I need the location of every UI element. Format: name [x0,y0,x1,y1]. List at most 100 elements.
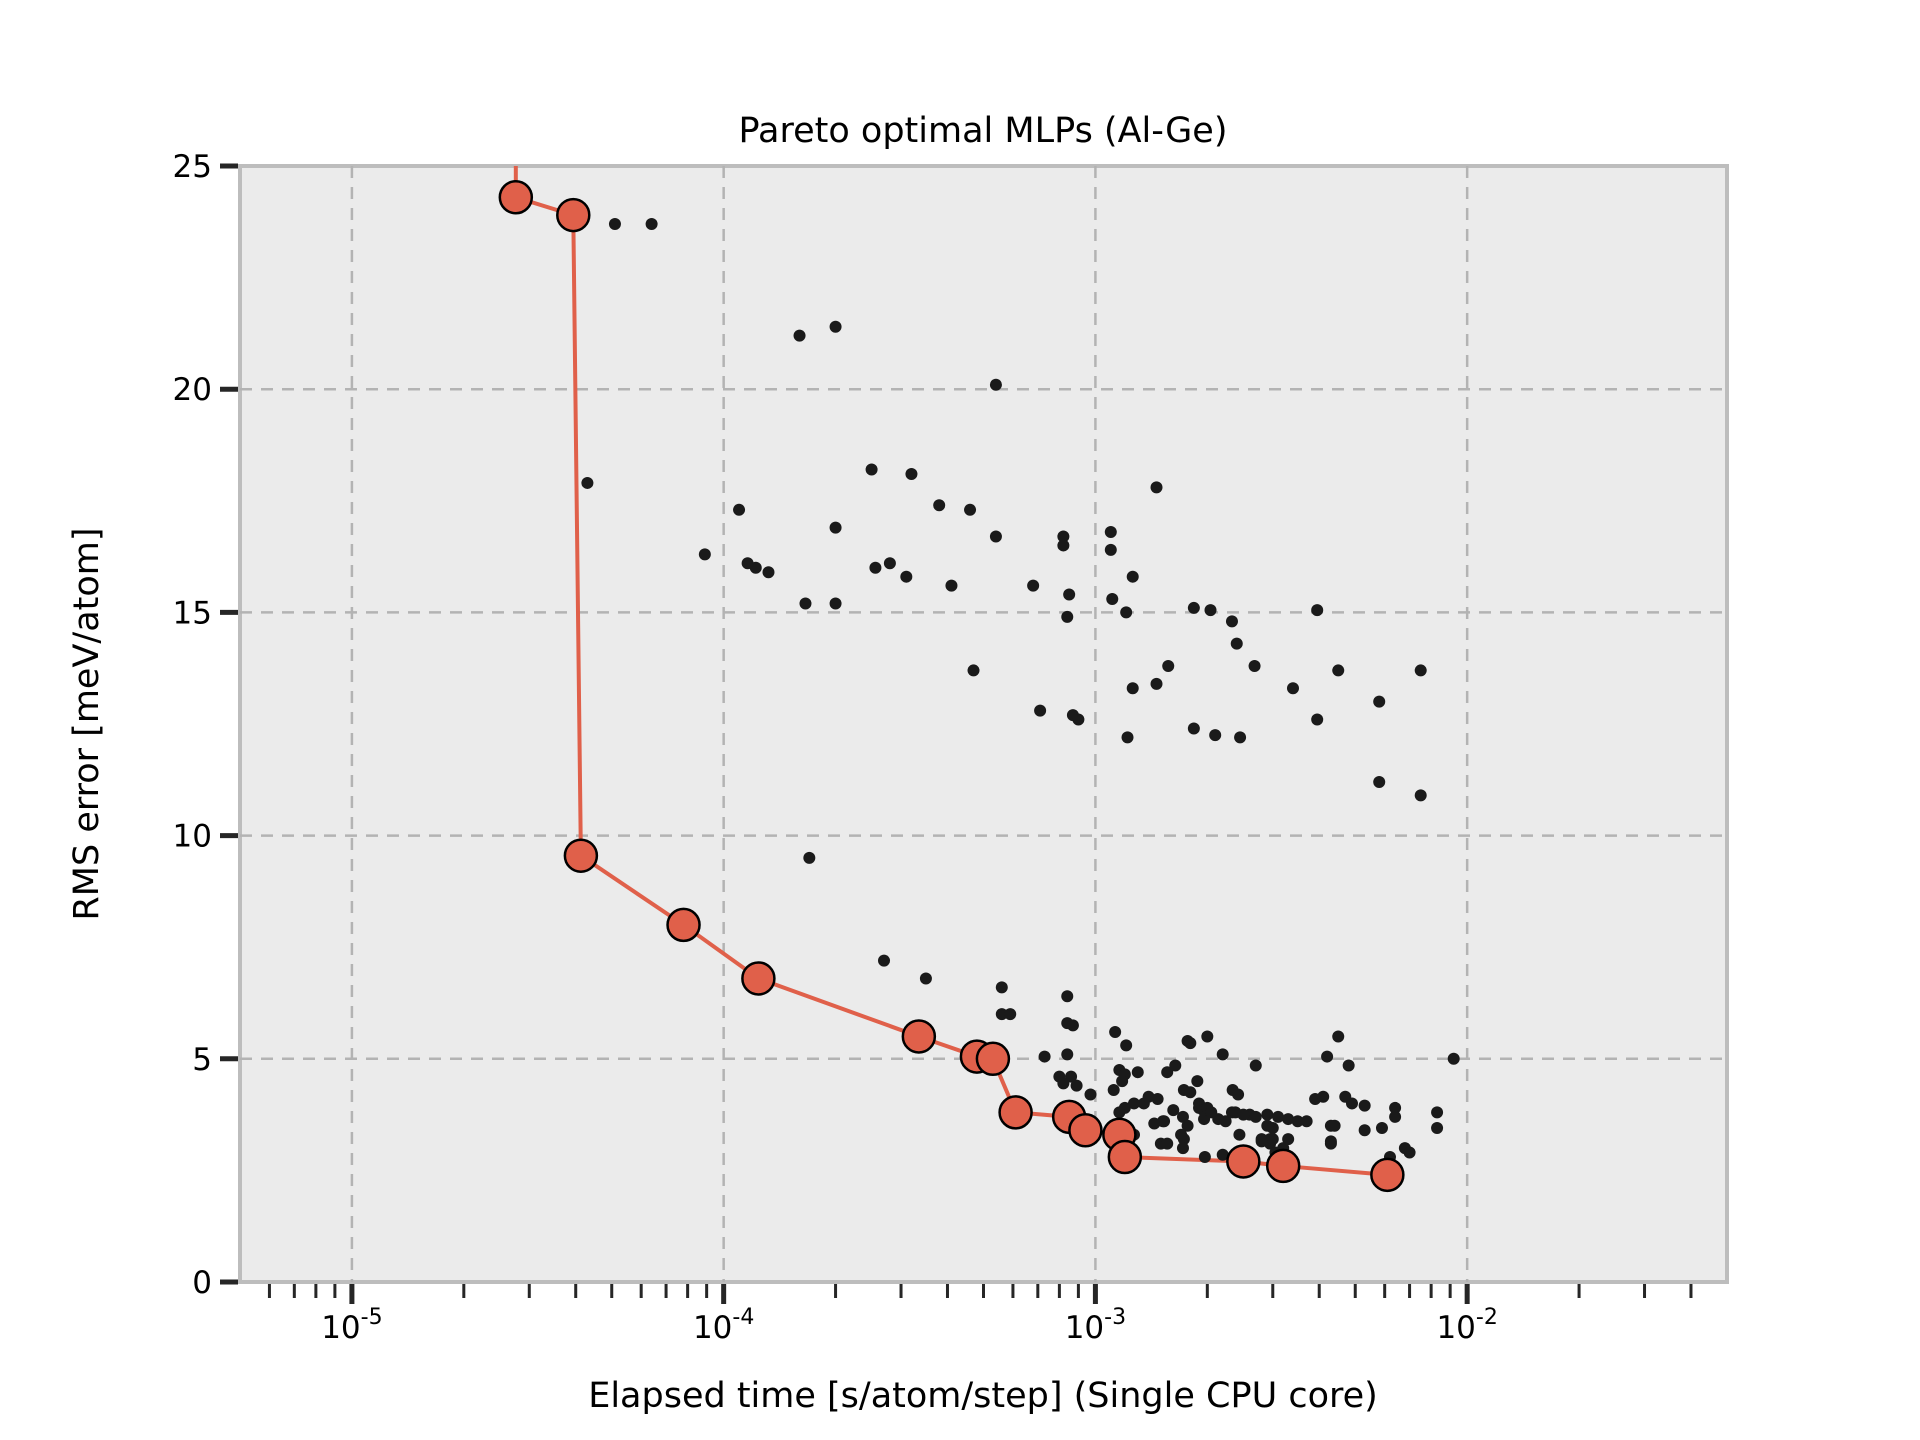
scatter-point [995,981,1008,994]
scatter-point [1373,776,1386,789]
scatter-point [1187,601,1200,614]
scatter-point [1034,704,1047,717]
scatter-point [1191,1075,1204,1088]
scatter-point [1345,1097,1358,1110]
grid-layer [240,166,1727,1282]
scatter-point [698,548,711,561]
scatter-point [1291,1115,1304,1128]
scatter-point [1169,1059,1182,1072]
pareto-marker [498,179,534,215]
scatter-point [1311,604,1324,617]
scatter-point [967,664,980,677]
scatter-point [581,476,594,489]
scatter-point [945,579,958,592]
scatter-point [1300,1115,1313,1128]
scatter-point [1249,1059,1262,1072]
scatter-point [1063,588,1076,601]
pareto-marker [666,907,701,943]
scatter-point [1373,695,1386,708]
plot-area [238,164,1729,1284]
scatter-point [1342,1059,1355,1072]
scatter-point [1311,713,1324,726]
y-tick-label: 25 [173,149,212,185]
scatter-point [1266,1121,1279,1134]
x-axis-label: Elapsed time [s/atom/step] (Single CPU c… [588,1376,1378,1416]
y-tick-label: 5 [192,1042,212,1078]
scatter-point [1332,1030,1345,1043]
scatter-point [1317,1090,1330,1103]
pareto-marker [1265,1148,1301,1184]
scatter-point [1358,1099,1371,1112]
scatter-point [1249,1110,1262,1123]
pareto-marker [563,838,599,873]
pareto-marker [901,1019,937,1054]
scatter-point [919,972,932,985]
scatter-point [1286,682,1299,695]
scatter-point [1176,1142,1189,1155]
scatter-point [829,320,842,333]
scatter-point [1162,659,1175,672]
scatter-point [1219,1115,1232,1128]
scatter-point [733,503,746,516]
pareto-marker [1370,1157,1405,1193]
scatter-point [1116,1075,1129,1088]
scatter-point [1127,1097,1140,1110]
scatter-point [1201,1030,1214,1043]
scatter-point [1184,1086,1197,1099]
scatter-point [1272,1110,1285,1123]
scatter-point [1266,1133,1279,1146]
scatter-point [1389,1110,1402,1123]
scatter-point [749,561,762,574]
y-tick-label: 0 [192,1265,212,1301]
scatter-point [1181,1119,1194,1132]
scatter-point [883,557,896,570]
scatter-point [1061,1048,1074,1061]
tick-label-layer: 10-5 10-4 10-3 10-2 0 5 10 15 20 25 [173,149,1498,1346]
scatter-point [1375,1121,1388,1134]
scatter-point [793,329,806,342]
scatter-point [1177,1133,1190,1146]
scatter-point [1057,530,1070,543]
scatter-point [1057,1077,1070,1090]
series-layer [498,166,1460,1193]
y-tick-label: 10 [173,819,212,855]
y-axis-label: RMS error [meV/atom] [67,527,107,920]
scatter-point [1216,1048,1229,1061]
scatter-point [1104,526,1117,539]
scatter-point [1142,1090,1155,1103]
scatter-point [762,566,775,579]
pareto-marker [998,1095,1033,1130]
y-tick-label: 20 [173,372,212,408]
scatter-point [1321,1050,1334,1063]
scatter-point [1148,1117,1161,1130]
x-tick-label: 10-2 [1436,1305,1497,1346]
scatter-point [1150,481,1163,494]
pareto-marker [556,197,591,233]
chart-title: Pareto optimal MLPs (Al-Ge) [739,111,1228,151]
y-tick-label: 15 [173,595,212,631]
x-tick-label: 10-4 [693,1305,754,1346]
scatter-point [803,851,816,864]
scatter-point [1107,1084,1120,1097]
scatter-point [1113,1106,1126,1119]
pareto-marker [741,961,776,996]
scatter-point [1151,1092,1164,1105]
scatter-point [1004,1008,1017,1021]
scatter-point [1230,637,1243,650]
scatter-point [1176,1110,1189,1123]
scatter-point [1120,1039,1133,1052]
scatter-point [1431,1106,1444,1119]
scatter-point [1161,1137,1174,1150]
pareto-marker [1068,1112,1103,1148]
scatter-point [900,570,913,583]
scatter-point [1225,615,1238,628]
scatter-point [1104,543,1117,556]
scatter-point [1233,1128,1246,1141]
scatter-point [905,468,918,481]
scatter-point [1126,570,1139,583]
scatter-point [1084,1088,1097,1101]
scatter-point [1255,1135,1268,1148]
scatter-point [1106,593,1119,606]
scatter-point [989,378,1002,391]
